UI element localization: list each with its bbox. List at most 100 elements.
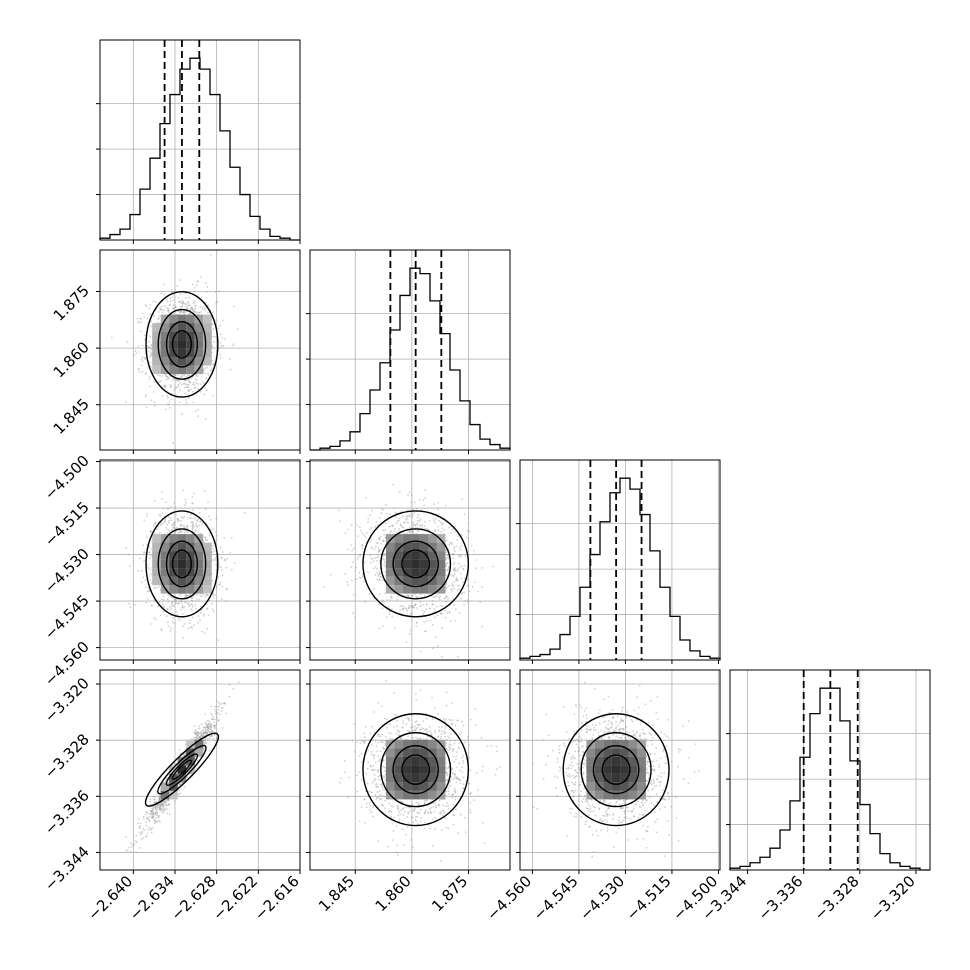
density-cell (169, 348, 178, 358)
scatter-point (201, 522, 204, 525)
scatter-point (178, 401, 181, 403)
scatter-point (125, 546, 128, 549)
scatter-point (180, 524, 183, 526)
scatter-point (175, 379, 178, 381)
scatter-point (141, 830, 144, 833)
scatter-point (134, 603, 137, 606)
scatter-point (157, 816, 160, 819)
scatter-point (195, 375, 198, 378)
scatter-point (492, 565, 495, 568)
density-cell (169, 340, 178, 349)
scatter-point (451, 528, 454, 531)
scatter-point (208, 534, 211, 537)
scatter-point (439, 598, 441, 601)
scatter-point (184, 303, 187, 305)
scatter-point (192, 595, 195, 598)
scatter-point (202, 614, 205, 617)
scatter-point (219, 703, 222, 705)
scatter-point (455, 545, 458, 548)
scatter-point (170, 519, 173, 522)
scatter-point (176, 518, 179, 521)
scatter-point (186, 530, 189, 533)
scatter-point (144, 373, 147, 376)
scatter-point (409, 531, 411, 533)
scatter-point (212, 610, 215, 613)
density-cell (186, 585, 195, 594)
scatter-point (460, 597, 462, 600)
scatter-point (412, 532, 414, 535)
scatter-point (394, 511, 397, 514)
scatter-point (138, 320, 141, 323)
scatter-point (184, 399, 187, 401)
scatter-point (133, 354, 135, 357)
scatter-point (447, 567, 450, 570)
scatter-point (136, 321, 139, 324)
scatter-point (448, 610, 451, 613)
scatter-point (192, 523, 194, 526)
scatter-point (204, 731, 207, 734)
scatter-point (165, 800, 167, 802)
scatter-point (214, 549, 216, 552)
scatter-point (441, 522, 444, 525)
scatter-point (166, 777, 168, 780)
scatter-point (162, 811, 165, 814)
scatter-point (183, 515, 186, 518)
scatter-point (191, 616, 194, 619)
scatter-point (214, 734, 216, 736)
scatter-point (211, 346, 214, 349)
scatter-point (185, 501, 187, 504)
scatter-point (208, 735, 211, 738)
scatter-point (378, 593, 381, 596)
scatter-point (158, 798, 161, 801)
scatter-point (207, 374, 210, 376)
scatter-point (189, 377, 192, 380)
scatter-point (468, 590, 471, 593)
density-cell (419, 542, 429, 552)
scatter-point (412, 508, 414, 511)
scatter-point (433, 616, 436, 619)
scatter-point (135, 834, 138, 837)
scatter-point (407, 595, 410, 597)
scatter-point (182, 754, 185, 756)
scatter-point (146, 536, 148, 539)
scatter-point (425, 620, 428, 622)
scatter-point (407, 514, 410, 517)
scatter-point (171, 529, 173, 531)
scatter-point (426, 602, 428, 605)
density-cell (203, 314, 212, 324)
scatter-point (413, 501, 416, 504)
scatter-point (175, 306, 178, 309)
scatter-point (191, 308, 194, 311)
scatter-point (212, 548, 214, 550)
scatter-point (214, 557, 217, 560)
scatter-point (179, 594, 182, 597)
scatter-point (167, 377, 169, 380)
scatter-point (142, 544, 145, 547)
scatter-point (158, 797, 161, 799)
scatter-point (457, 579, 459, 582)
scatter-point (183, 606, 186, 608)
scatter-point (467, 601, 469, 603)
scatter-point (150, 348, 153, 351)
scatter-point (433, 519, 436, 522)
scatter-point (383, 563, 385, 566)
scatter-point (405, 641, 408, 644)
scatter-point (410, 530, 413, 533)
density-cell (419, 576, 429, 586)
scatter-point (153, 499, 156, 502)
scatter-point (154, 805, 157, 808)
scatter-point (195, 732, 197, 734)
scatter-point (421, 527, 424, 529)
scatter-point (148, 341, 151, 343)
scatter-point (167, 621, 169, 624)
scatter-point (214, 724, 216, 727)
scatter-point (176, 386, 179, 389)
scatter-point (188, 397, 190, 399)
density-cell (428, 568, 437, 577)
scatter-point (159, 374, 162, 377)
scatter-point (468, 530, 471, 533)
scatter-point (389, 599, 392, 601)
scatter-point (422, 613, 425, 616)
scatter-point (141, 370, 144, 373)
scatter-point (177, 379, 180, 382)
